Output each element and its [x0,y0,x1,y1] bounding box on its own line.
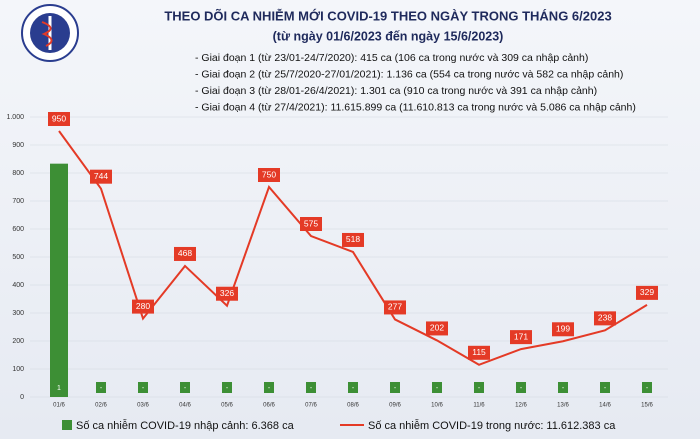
data-label: 750 [262,169,276,179]
bar-label-box [54,382,64,393]
data-label-box [258,168,280,182]
bar-label-box [390,382,400,393]
data-label: 280 [136,301,150,311]
data-label: 518 [346,234,360,244]
data-label-box [384,300,406,315]
bar-label-box [642,382,652,393]
data-label: 468 [178,248,192,258]
chart-title: THEO DÕI CA NHIỄM MỚI COVID-19 THEO NGÀY… [164,8,611,23]
data-label: 575 [304,218,318,228]
y-tick-label: 700 [12,198,24,205]
bar-label: - [142,385,145,392]
data-label-box [468,345,490,360]
y-tick-label: 200 [12,338,24,345]
data-label-box [426,321,448,336]
bar-label-box [138,382,148,393]
y-tick-label: 100 [12,366,24,373]
bar-label-box [432,382,442,393]
annotation: - Giai đoạn 2 (từ 25/7/2020-27/01/2021):… [195,68,623,80]
data-label-box [90,169,112,184]
y-tick-label: 400 [12,282,24,289]
x-tick-label: 12/6 [515,403,527,409]
x-tick-label: 06/6 [263,403,275,409]
x-tick-label: 14/6 [599,403,611,409]
data-label-box [174,246,196,261]
y-tick-label: 900 [12,142,24,149]
bar-label: - [604,385,607,392]
data-label: 199 [556,324,570,334]
bar-label-box [180,382,190,393]
data-label-box [48,112,70,126]
data-label-box [594,311,616,326]
x-tick-label: 04/6 [179,403,191,409]
bar-label: - [562,385,565,392]
data-label: 238 [598,313,612,323]
data-label-box [216,286,238,301]
y-tick-label: 0 [20,394,24,401]
annotation: - Giai đoạn 3 (từ 28/01-26/4/2021): 1.30… [195,85,597,97]
bar-label-box [600,382,610,393]
annotation: - Giai đoạn 4 (từ 27/4/2021): 11.615.899… [195,101,636,113]
bar-label-box [222,382,232,393]
line [58,130,648,366]
y-tick-label: 600 [12,226,24,233]
bar [50,163,68,397]
bar-label: - [184,385,187,392]
logo [21,4,79,62]
x-tick-label: 05/6 [221,403,233,409]
x-tick-label: 08/6 [347,403,359,409]
x-tick-label: 11/6 [473,403,485,409]
data-label: 744 [94,171,108,181]
bar-label: - [478,385,481,392]
x-tick-label: 15/6 [641,403,653,409]
x-tick-label: 09/6 [389,403,401,409]
bar-label-box [264,382,274,393]
bar-label: - [520,385,523,392]
x-tick-label: 01/6 [53,403,65,409]
data-label-box [342,232,364,247]
bar-label-box [306,382,316,393]
bar-label-box [96,382,106,393]
bar-label: - [226,385,229,392]
bar-label: - [394,385,397,392]
bar-label: - [268,385,271,392]
bar-label: - [436,385,439,392]
y-tick-label: 300 [12,310,24,317]
x-tick-label: 07/6 [305,403,317,409]
data-label-box [132,299,154,314]
bar-label: 1 [57,385,61,392]
bar-label-box [516,382,526,393]
bar-label-box [558,382,568,393]
legend-swatch [62,420,72,430]
data-label: 171 [514,331,528,341]
data-label-box [510,330,532,345]
x-tick-label: 13/6 [557,403,569,409]
data-label-box [300,217,322,231]
data-label: 329 [640,287,654,297]
y-tick-label: 800 [12,170,24,177]
data-label-box [636,285,658,300]
annotation: - Giai đoạn 1 (từ 23/01-24/7/2020): 415 … [195,52,588,64]
x-tick-label: 02/6 [95,403,107,409]
bar-label: - [352,385,355,392]
x-tick-label: 10/6 [431,403,443,409]
bar-label: - [100,385,103,392]
legend-label: Số ca nhiễm COVID-19 trong nước: 11.612.… [368,419,616,432]
bar-label: - [646,385,649,392]
data-label-box [552,322,574,337]
data-label: 277 [388,302,402,312]
data-label: 950 [52,113,66,123]
y-tick-label: 500 [12,254,24,261]
bar-label-box [474,382,484,393]
chart-subtitle: (từ ngày 01/6/2023 đến ngày 15/6/2023) [273,29,504,43]
data-label: 326 [220,288,234,298]
data-label: 202 [430,323,444,333]
legend-label: Số ca nhiễm COVID-19 nhập cảnh: 6.368 ca [76,419,295,432]
data-label: 115 [472,347,486,357]
bar-label-box [348,382,358,393]
bar-label: - [310,385,313,392]
x-tick-label: 03/6 [137,403,149,409]
y-tick-label: 1.000 [6,114,24,121]
